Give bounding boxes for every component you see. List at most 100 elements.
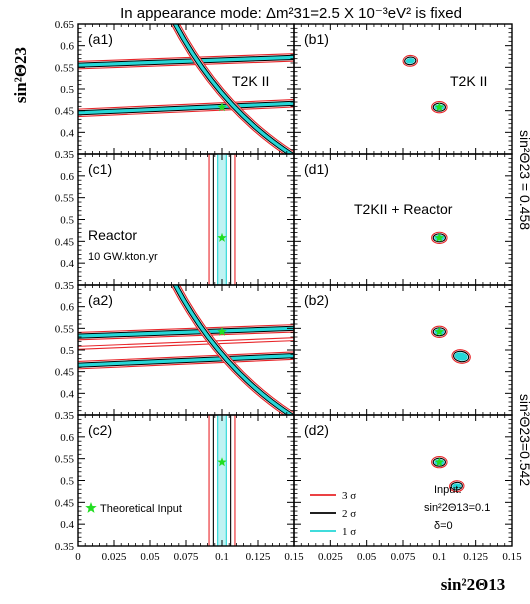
panel-label-c1: (c1) xyxy=(88,161,112,177)
theoretical-input-marker xyxy=(434,326,445,336)
panel-label-d2: (d2) xyxy=(304,422,329,438)
band-steep-1sigma xyxy=(173,24,294,154)
y-tick-label: 0.45 xyxy=(55,497,75,509)
y-tick-label: 0.45 xyxy=(55,106,75,118)
panel-label-b1: (b1) xyxy=(304,31,329,47)
band-mid-gap3 xyxy=(78,338,294,349)
panel-d1: (d1) T2KII + Reactor xyxy=(293,153,513,286)
panel-annotation: T2K II xyxy=(450,73,487,89)
fake-region-2sigma xyxy=(453,350,470,363)
panel-contours-b1 xyxy=(402,54,448,114)
x-tick-label: 0.075 xyxy=(174,551,199,563)
panel-contours-c1 xyxy=(208,154,236,285)
legend-input-title: Input: xyxy=(434,484,462,496)
y-tick-label: 0.5 xyxy=(60,84,74,96)
x-tick-label: 0.125 xyxy=(463,551,488,563)
y-tick-label: 0.35 xyxy=(55,149,75,161)
y-tick-label: 0.65 xyxy=(55,19,75,31)
band-lower-1sigma xyxy=(78,101,294,115)
panel-label-d1: (d1) xyxy=(304,161,329,177)
y-axis-label: sin²Θ23 xyxy=(11,47,30,103)
theoretical-input-marker xyxy=(217,457,227,467)
side-label-bottom: sin²Θ23=0.542 xyxy=(517,394,530,486)
panel-annotation: Reactor xyxy=(88,227,137,243)
y-tick-label: 0.55 xyxy=(55,193,75,205)
y-tick-label: 0.55 xyxy=(55,62,75,74)
x-tick-label: 0.1 xyxy=(215,551,229,563)
band-lower-1sigma xyxy=(78,354,294,367)
y-tick-label: 0.4 xyxy=(60,258,74,270)
band-steep-gap3 xyxy=(171,285,294,415)
panel-annotation-secondary: 10 GW.kton.yr xyxy=(88,251,158,263)
fake-region-2sigma xyxy=(404,56,417,66)
legend-marker-icon xyxy=(85,502,97,513)
panel-label-c2: (c2) xyxy=(88,422,112,438)
x-tick-label: 0.025 xyxy=(102,551,127,563)
legend: 3 σ 2 σ 1 σ Input: sin²2Θ13=0.1 δ=0 Theoretica… xyxy=(85,484,490,538)
y-tick-label: 0.5 xyxy=(60,215,74,227)
panel-a1: 0.35 0.4 0.45 0.5 0.55 0.6 0.65 (a1) T2K II xyxy=(55,19,295,161)
panel-a2: 0.35 0.4 0.45 0.5 0.55 0.6 (a2) xyxy=(55,284,295,422)
theoretical-input-marker xyxy=(434,232,445,242)
panel-contours-c2 xyxy=(208,415,236,546)
x-tick-label: 0.125 xyxy=(246,551,271,563)
panel-b1: (b1) T2K II xyxy=(293,23,513,155)
y-tick-label: 0.4 xyxy=(60,519,74,531)
panel-c1: 0.35 0.4 0.45 0.5 0.55 0.6 (c1) Reactor 10 GW.kt… xyxy=(55,153,295,292)
figure-title: In appearance mode: Δm²31=2.5 X 10⁻³eV² … xyxy=(120,5,462,22)
x-tick-label: 0 xyxy=(75,551,81,563)
panel-d2: 0.025 0.05 0.075 0.1 0.125 0.15 (d2) xyxy=(293,414,522,563)
band-steep-2sigma xyxy=(172,285,294,415)
y-tick-label: 0.6 xyxy=(60,302,74,314)
panel-label-a1: (a1) xyxy=(88,31,113,47)
reactor-1sigma-fill xyxy=(217,415,227,546)
x-tick-label: 0.15 xyxy=(284,551,304,563)
y-tick-label: 0.6 xyxy=(60,41,74,53)
y-tick-label: 0.45 xyxy=(55,367,75,379)
x-tick-label: 0.05 xyxy=(357,551,377,563)
legend-input-line2: δ=0 xyxy=(434,520,453,532)
y-tick-label: 0.35 xyxy=(55,280,75,292)
y-tick-label: 0.5 xyxy=(60,345,74,357)
panel-contours-a2 xyxy=(78,285,294,415)
panel-c2: 0.35 0.4 0.45 0.5 0.55 0.6 0 0.025 0.05 0.075 0.1 0… xyxy=(55,414,304,563)
x-tick-label: 0.05 xyxy=(140,551,160,563)
theoretical-input-marker xyxy=(217,232,227,242)
fake-region-2sigma xyxy=(450,481,463,491)
legend-entry-label: 1 σ xyxy=(342,526,356,538)
x-tick-label: 0.075 xyxy=(391,551,416,563)
theoretical-input-marker xyxy=(434,102,445,112)
fake-region-3sigma xyxy=(451,349,471,364)
y-tick-label: 0.4 xyxy=(60,127,74,139)
legend-entry-label: 3 σ xyxy=(342,490,356,502)
legend-input-line1: sin²2Θ13=0.1 xyxy=(424,502,490,514)
x-tick-label: 0.1 xyxy=(432,551,446,563)
y-tick-label: 0.45 xyxy=(55,236,75,248)
x-tick-label: 0.15 xyxy=(502,551,522,563)
side-label-top: sin²Θ23 = 0.458 xyxy=(517,130,530,230)
band-upper-1sigma xyxy=(78,55,294,67)
true-region-3sigma xyxy=(431,101,448,114)
y-tick-label: 0.4 xyxy=(60,388,74,400)
legend-marker-label: Theoretical Input xyxy=(100,503,182,515)
band-steep-1sigma xyxy=(173,285,294,415)
legend-entry-label: 2 σ xyxy=(342,508,356,520)
true-region-3sigma xyxy=(431,325,448,338)
y-tick-label: 0.5 xyxy=(60,476,74,488)
fake-region-1sigma xyxy=(454,352,468,361)
y-tick-label: 0.35 xyxy=(55,541,75,553)
panel-annotation: T2K II xyxy=(232,73,269,89)
true-region-3sigma xyxy=(431,456,448,469)
theoretical-input-marker xyxy=(217,326,227,336)
theoretical-input-marker xyxy=(217,102,227,112)
panel-label-a2: (a2) xyxy=(88,292,113,308)
band-upper-1sigma xyxy=(78,326,294,338)
y-tick-label: 0.55 xyxy=(55,323,75,335)
y-tick-label: 0.35 xyxy=(55,410,75,422)
fake-region-1sigma xyxy=(452,483,462,489)
panel-grid: 0.35 0.4 0.45 0.5 0.55 0.6 0.65 (a1) T2K II (b1) T… xyxy=(55,19,522,563)
panel-b2: (b2) xyxy=(293,284,513,416)
reactor-1sigma-fill xyxy=(217,154,227,285)
true-region-3sigma xyxy=(431,231,448,244)
